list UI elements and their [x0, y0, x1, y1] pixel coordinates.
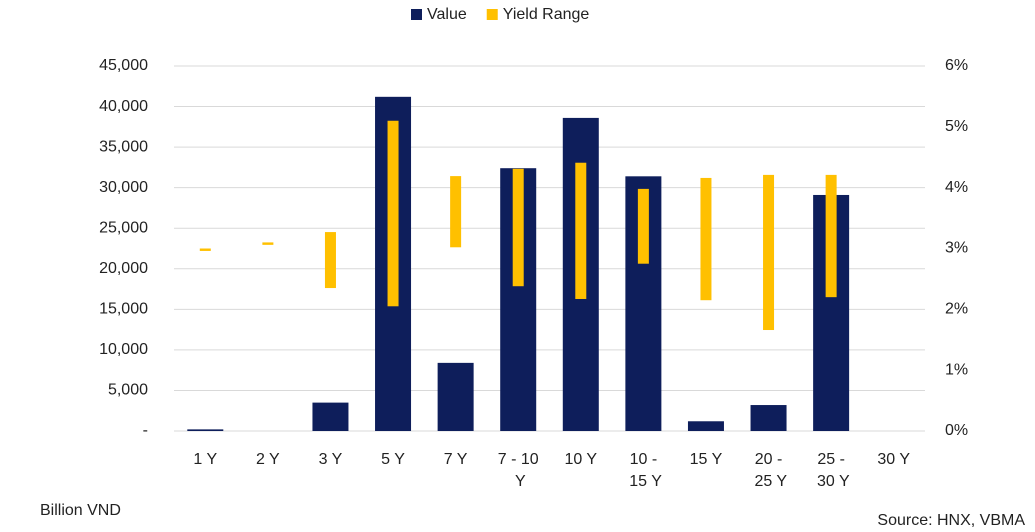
y-axis-unit: Billion VND	[40, 502, 121, 519]
y-tick-label: 15,000	[99, 301, 148, 318]
x-tick-label: 3 Y	[319, 451, 343, 468]
yield-range-bar	[825, 174, 837, 298]
x-tick-label: 10 - 15 Y	[625, 451, 662, 490]
bar	[312, 402, 349, 431]
bar	[750, 405, 787, 431]
y2-tick-label: 5%	[945, 118, 968, 135]
x-tick-label: 1 Y	[193, 451, 217, 468]
x-tick-label: 7 - 10 Y	[498, 451, 539, 490]
yield-range-bar	[763, 174, 775, 331]
y-tick-label: -	[143, 422, 148, 439]
bar	[437, 362, 474, 431]
y-tick-label: 10,000	[99, 341, 148, 358]
y2-tick-label: 0%	[945, 422, 968, 439]
y-tick-label: 20,000	[99, 260, 148, 277]
y-tick-label: 5,000	[108, 382, 148, 399]
yield-range-bar	[450, 176, 462, 248]
y-tick-label: 30,000	[99, 179, 148, 196]
y2-tick-label: 6%	[945, 57, 968, 74]
source-note: Source: HNX, VBMA	[877, 512, 1025, 529]
yield-range-bar	[575, 162, 587, 299]
y-tick-label: 25,000	[99, 219, 148, 236]
yield-range-bar	[262, 242, 274, 245]
y2-tick-label: 2%	[945, 301, 968, 318]
yield-range-bar	[512, 168, 524, 287]
y2-tick-label: 3%	[945, 240, 968, 257]
bar	[187, 429, 224, 431]
bar	[687, 421, 724, 431]
yield-range-bar	[387, 120, 399, 307]
legend-label: Value	[427, 6, 467, 23]
yield-range-bar	[199, 248, 211, 251]
y2-tick-label: 4%	[945, 179, 968, 196]
y-tick-label: 40,000	[99, 98, 148, 115]
x-tick-label: 30 Y	[877, 451, 910, 468]
y2-tick-label: 1%	[945, 361, 968, 378]
legend-label: Yield Range	[503, 6, 590, 23]
legend-swatch	[486, 9, 498, 20]
x-tick-label: 10 Y	[564, 451, 597, 468]
legend-swatch	[411, 9, 422, 20]
y-tick-label: 35,000	[99, 138, 148, 155]
x-tick-label: 7 Y	[444, 451, 468, 468]
x-tick-label: 20 - 25 Y	[750, 451, 787, 490]
yield-range-bar	[700, 177, 712, 301]
x-tick-label: 2 Y	[256, 451, 280, 468]
x-tick-label: 5 Y	[381, 451, 405, 468]
x-tick-label: 15 Y	[690, 451, 723, 468]
yield-range-bar	[637, 188, 649, 264]
y-tick-label: 45,000	[99, 57, 148, 74]
yield-range-bar	[324, 232, 336, 289]
x-tick-label: 25 - 30 Y	[813, 451, 850, 490]
